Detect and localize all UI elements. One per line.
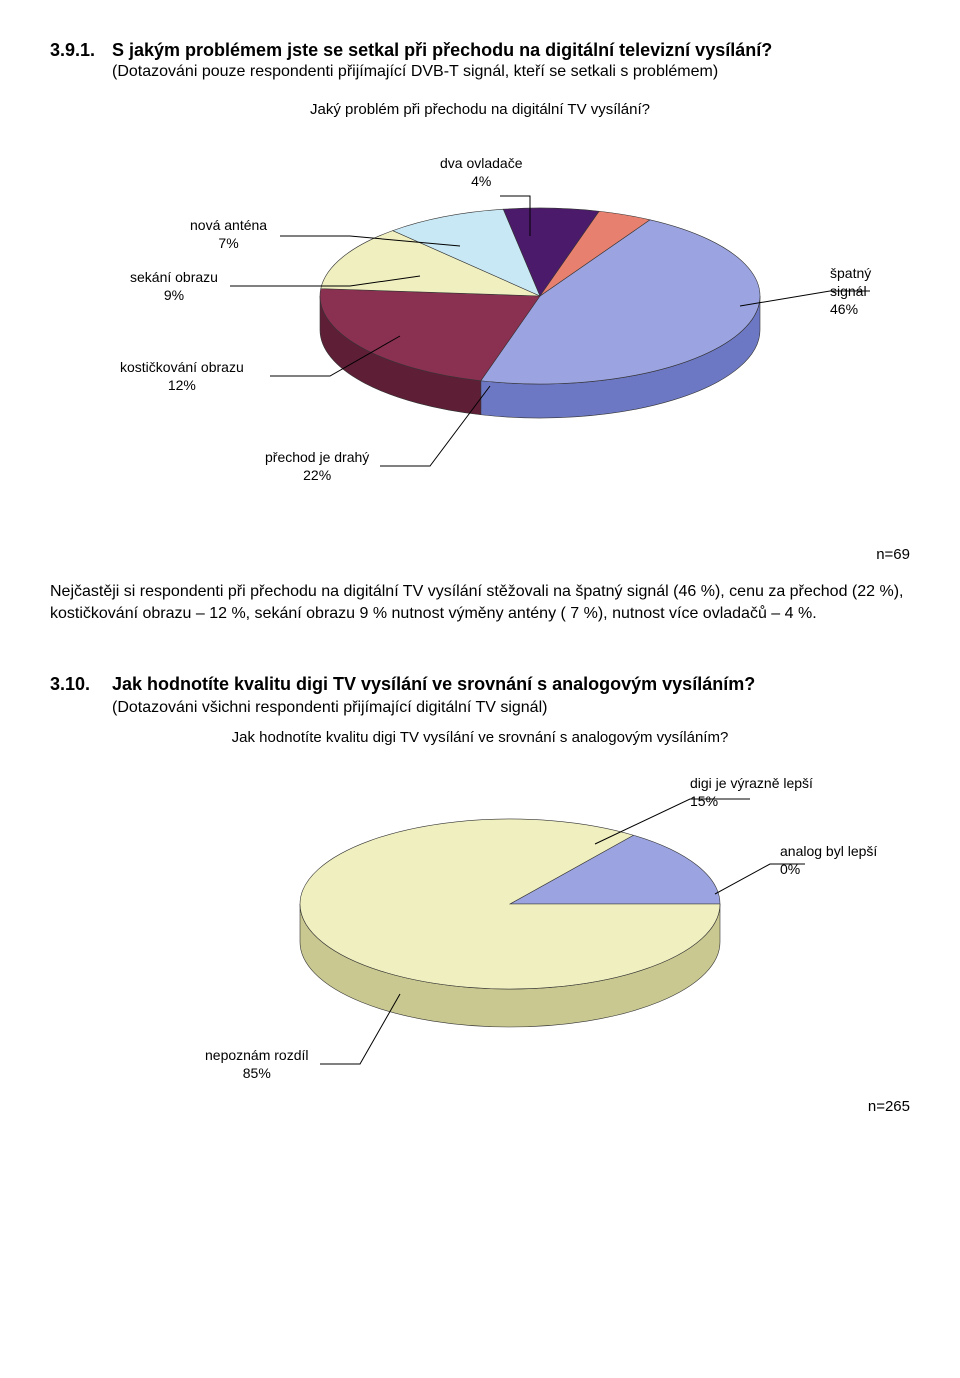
- section-title: Jak hodnotíte kvalitu digi TV vysílání v…: [112, 674, 910, 695]
- section-number: 3.10.: [50, 674, 112, 695]
- section-subtitle: (Dotazováni všichni respondenti přijímaj…: [112, 699, 910, 717]
- percent: 0%: [780, 860, 877, 878]
- callout-spatny-signal: špatný signál 46%: [830, 264, 910, 319]
- percent: 22%: [265, 466, 369, 484]
- callout-kostickovani-obrazu: kostičkování obrazu 12%: [120, 358, 244, 394]
- percent: 9%: [130, 286, 218, 304]
- leader-lines-2: [50, 764, 950, 1094]
- section-number: 3.9.1.: [50, 40, 112, 61]
- leader-lines-1: [50, 136, 950, 536]
- pie-chart-1: dva ovladače 4% nová anténa 7% sekání ob…: [50, 136, 910, 536]
- callout-nepoznam-rozdil: nepoznám rozdíl 85%: [205, 1046, 309, 1082]
- chart-title-2: Jak hodnotíte kvalitu digi TV vysílání v…: [50, 729, 910, 746]
- percent: 7%: [190, 234, 267, 252]
- section-subtitle: (Dotazováni pouze respondenti přijímajíc…: [112, 63, 910, 81]
- section-title: S jakým problémem jste se setkal při pře…: [112, 40, 910, 61]
- callout-nova-antena: nová anténa 7%: [190, 216, 267, 252]
- pie-chart-2: digi je výrazně lepší 15% analog byl lep…: [50, 764, 910, 1094]
- section-heading-2: 3.10. Jak hodnotíte kvalitu digi TV vysí…: [50, 674, 910, 695]
- section-heading-1: 3.9.1. S jakým problémem jste se setkal …: [50, 40, 910, 61]
- percent: 46%: [830, 300, 910, 318]
- callout-dva-ovladace: dva ovladače 4%: [440, 154, 523, 190]
- callout-prechod-drahy: přechod je drahý 22%: [265, 448, 369, 484]
- callout-sekani-obrazu: sekání obrazu 9%: [130, 268, 218, 304]
- n-label-2: n=265: [50, 1098, 910, 1115]
- percent: 12%: [120, 376, 244, 394]
- body-text-1: Nejčastěji si respondenti při přechodu n…: [50, 581, 910, 624]
- percent: 15%: [690, 792, 813, 810]
- callout-analog-lepsi: analog byl lepší 0%: [780, 842, 877, 878]
- percent: 85%: [205, 1064, 309, 1082]
- n-label-1: n=69: [50, 546, 910, 563]
- chart-title-1: Jaký problém při přechodu na digitální T…: [50, 101, 910, 118]
- callout-digi-lepsi: digi je výrazně lepší 15%: [690, 774, 813, 810]
- percent: 4%: [440, 172, 523, 190]
